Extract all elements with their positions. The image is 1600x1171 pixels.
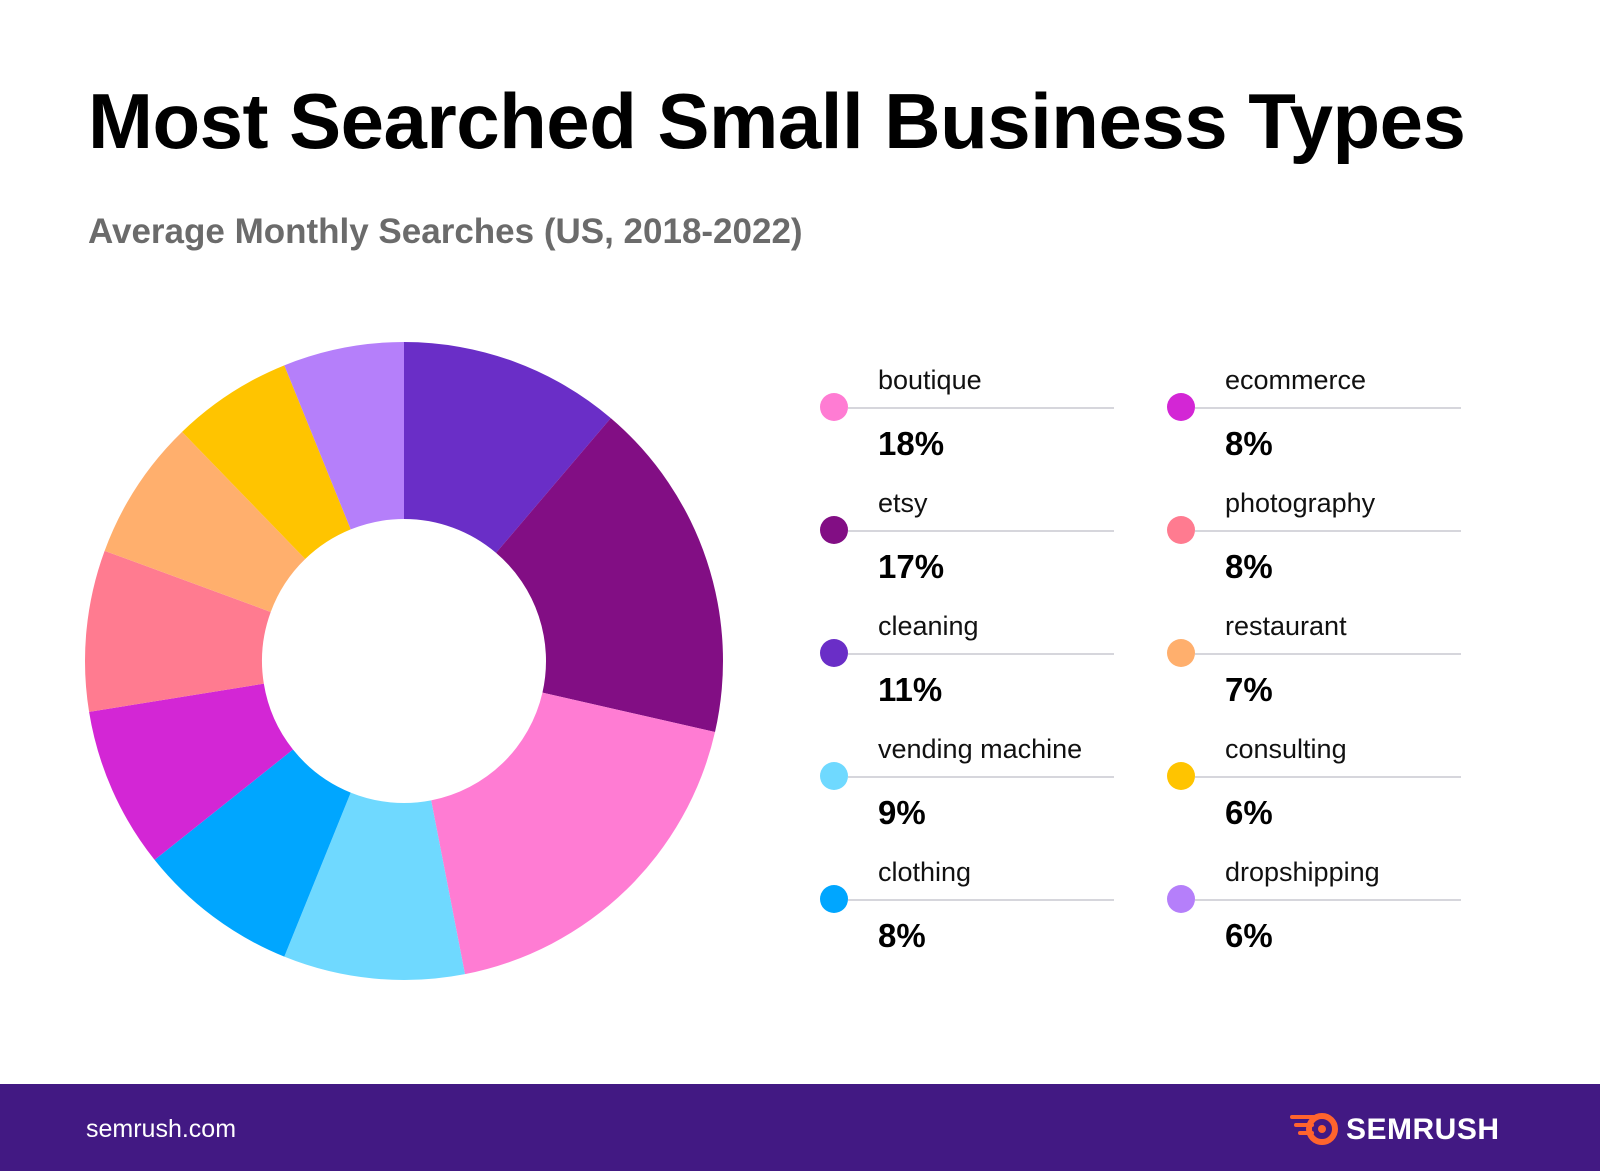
legend-swatch: [1167, 516, 1195, 544]
legend-label: consulting: [1225, 734, 1347, 764]
donut-slice-dropshipping: [284, 342, 404, 530]
chart-title: Most Searched Small Business Types: [88, 77, 1466, 165]
legend-divider: [1195, 530, 1461, 532]
legend-divider: [1195, 653, 1461, 655]
legend-divider: [848, 653, 1114, 655]
legend-label: vending machine: [878, 734, 1083, 764]
legend-label: boutique: [878, 365, 982, 395]
legend-divider: [848, 407, 1114, 409]
donut-slice-ecommerce: [89, 683, 293, 860]
legend-swatch: [820, 762, 848, 790]
legend-value: 9%: [878, 794, 926, 831]
semrush-flame-icon: [1290, 1113, 1338, 1145]
legend-item-boutique: boutique 18%: [820, 360, 1120, 470]
legend-value: 6%: [1225, 917, 1273, 954]
brand-name: SEMRUSH: [1346, 1113, 1500, 1146]
legend-label: ecommerce: [1225, 365, 1367, 395]
legend-item-clothing: clothing 8%: [820, 852, 1120, 962]
legend-divider: [848, 899, 1114, 901]
legend-item-etsy: etsy 17%: [820, 483, 1120, 593]
legend-label: etsy: [878, 488, 928, 518]
legend-item-restaurant: restaurant 7%: [1167, 606, 1467, 716]
legend-swatch: [1167, 639, 1195, 667]
legend-value: 6%: [1225, 794, 1273, 831]
legend-label: dropshipping: [1225, 857, 1380, 887]
legend-label: clothing: [878, 857, 972, 887]
footer-url-link[interactable]: semrush.com: [86, 1115, 237, 1143]
legend-value: 8%: [878, 917, 926, 954]
brand-logo[interactable]: SEMRUSH: [1290, 1109, 1530, 1149]
donut-slice-restaurant: [104, 431, 306, 612]
legend-item-vending-machine: vending machine 9%: [820, 729, 1120, 839]
legend-label: cleaning: [878, 611, 979, 641]
donut-slice-consulting: [182, 365, 351, 559]
legend-swatch: [1167, 762, 1195, 790]
legend-value: 7%: [1225, 671, 1273, 708]
legend-divider: [1195, 407, 1461, 409]
legend-item-cleaning: cleaning 11%: [820, 606, 1120, 716]
legend-swatch: [820, 639, 848, 667]
legend-value: 8%: [1225, 548, 1273, 585]
legend-value: 11%: [878, 671, 943, 708]
legend-divider: [1195, 899, 1461, 901]
legend-swatch: [820, 516, 848, 544]
legend-value: 17%: [878, 548, 945, 585]
donut-chart: [85, 342, 724, 980]
legend-swatch: [820, 393, 848, 421]
legend-item-dropshipping: dropshipping 6%: [1167, 852, 1467, 962]
donut-slice-boutique: [431, 692, 716, 975]
legend-label: restaurant: [1225, 611, 1347, 641]
chart-subtitle: Average Monthly Searches (US, 2018-2022): [88, 212, 803, 251]
donut-slice-photography: [85, 550, 271, 712]
footer-bar: semrush.com SEMRUSH: [0, 1084, 1600, 1171]
legend-divider: [1195, 776, 1461, 778]
legend-divider: [848, 530, 1114, 532]
legend-value: 18%: [878, 425, 945, 462]
legend-value: 8%: [1225, 425, 1273, 462]
legend-item-photography: photography 8%: [1167, 483, 1467, 593]
legend-item-consulting: consulting 6%: [1167, 729, 1467, 839]
legend-swatch: [1167, 885, 1195, 913]
donut-slice-vending-machine: [284, 792, 465, 980]
legend-item-ecommerce: ecommerce 8%: [1167, 360, 1467, 470]
donut-slice-clothing: [154, 749, 351, 957]
legend-label: photography: [1225, 488, 1376, 518]
legend-swatch: [1167, 393, 1195, 421]
donut-slice-cleaning: [404, 342, 611, 553]
legend-swatch: [820, 885, 848, 913]
donut-slice-etsy: [496, 418, 724, 732]
legend-divider: [848, 776, 1114, 778]
